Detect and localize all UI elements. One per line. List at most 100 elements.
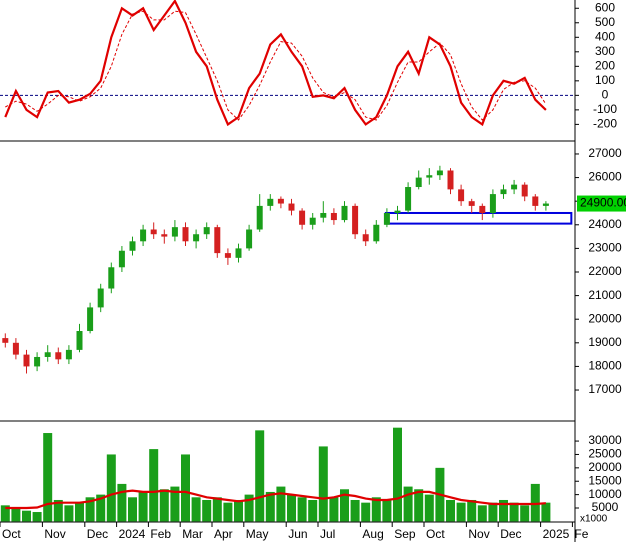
y-tick-label: 30000 — [588, 433, 622, 447]
y-tick-label: 10000 — [588, 487, 622, 501]
volume-bar — [32, 512, 42, 522]
y-tick-label: 300 — [595, 44, 615, 58]
x-tick-label: 2025 — [543, 527, 570, 541]
candle-body — [87, 307, 94, 332]
volume-bar — [191, 497, 201, 522]
volume-bar — [64, 505, 74, 522]
volume-bar — [117, 483, 127, 522]
x-tick-label: Fe — [574, 527, 588, 541]
volume-bar — [244, 494, 254, 522]
volume-bar — [223, 502, 233, 522]
y-tick-label: 5000 — [592, 500, 619, 514]
volume-bar — [297, 497, 307, 522]
x-tick-label: 2024 — [119, 527, 146, 541]
volume-bar — [53, 499, 63, 522]
x-tick-label: Jun — [288, 527, 307, 541]
volume-bar — [477, 505, 487, 522]
volume-bar — [382, 499, 392, 522]
candle-body — [394, 210, 401, 213]
candle-body — [309, 217, 316, 225]
y-tick-label: 24000 — [588, 217, 622, 231]
candle-body — [235, 248, 242, 258]
candle-body — [150, 229, 157, 235]
volume-bar — [159, 489, 169, 522]
volume-bar — [287, 494, 296, 522]
volume-bar — [181, 454, 190, 522]
x-tick-label: Oct — [426, 527, 445, 541]
y-tick-label: 18000 — [588, 359, 622, 373]
volume-bar — [170, 486, 180, 522]
candle-body — [193, 234, 200, 242]
last-price-box — [577, 195, 626, 212]
y-tick-label: 17000 — [588, 382, 622, 396]
candle-body — [108, 267, 115, 289]
candle-body — [405, 187, 412, 211]
x-tick-label: Jul — [320, 527, 335, 541]
x-tick-label: Mar — [182, 527, 203, 541]
volume-bar — [350, 499, 360, 522]
candle-body — [129, 241, 136, 251]
volume-bar — [234, 499, 243, 522]
y-tick-label: -200 — [593, 117, 617, 131]
candle-body — [34, 356, 41, 367]
volume-bar — [43, 433, 53, 522]
candle-body — [23, 354, 30, 367]
volume-bar — [361, 502, 371, 522]
candle-body — [320, 212, 327, 218]
candle-body — [2, 338, 9, 343]
volume-bar — [520, 505, 530, 522]
y-tick-label: 23000 — [588, 241, 622, 255]
y-tick-label: 21000 — [588, 288, 622, 302]
candle-body — [521, 184, 528, 197]
volume-ma-line — [5, 489, 546, 510]
oscillator-line — [4, 0, 547, 127]
candle-body — [55, 352, 62, 360]
volume-bar — [149, 449, 159, 522]
candle-body — [65, 349, 72, 360]
volume-bar — [340, 489, 349, 522]
y-tick-label: 0 — [602, 88, 609, 102]
volume-bar — [541, 502, 551, 522]
y-tick-label: 600 — [595, 0, 615, 14]
candle-body — [511, 184, 518, 190]
y-tick-label: 27000 — [588, 146, 622, 160]
volume-bar — [138, 491, 148, 522]
candle-body — [532, 196, 539, 206]
volume-bar — [530, 483, 540, 522]
x-tick-label: Sep — [394, 527, 416, 541]
volume-bar — [276, 486, 286, 522]
volume-bar — [22, 510, 31, 522]
volume-bar — [265, 491, 275, 522]
volume-bar — [414, 489, 424, 522]
candle-body — [362, 234, 369, 242]
volume-bar — [446, 499, 455, 522]
candle-body — [256, 205, 263, 230]
candle-body — [246, 229, 253, 249]
candle-body — [458, 189, 465, 202]
candle-body — [203, 227, 210, 235]
volume-bar — [96, 494, 106, 522]
candle-body — [288, 203, 295, 211]
volume-bar — [212, 497, 222, 522]
y-tick-label: 22000 — [588, 264, 622, 278]
candle-body — [489, 194, 496, 213]
y-tick-label: 400 — [595, 29, 615, 43]
candle-body — [447, 170, 454, 190]
y-tick-label: 19000 — [588, 335, 622, 349]
candle-body — [267, 198, 274, 206]
y-tick-label: 200 — [595, 58, 615, 72]
candle-body — [373, 224, 380, 242]
oscillator-line — [5, 10, 547, 121]
candle-body — [383, 212, 390, 225]
volume-bar — [106, 454, 116, 522]
volume-bar — [202, 499, 212, 522]
candle-body — [415, 177, 422, 188]
candle-body — [171, 227, 178, 237]
y-tick-label: 100 — [595, 73, 615, 87]
y-tick-label: 20000 — [588, 311, 622, 325]
candle-body — [44, 352, 51, 357]
candle-body — [214, 227, 221, 254]
candle-body — [277, 198, 284, 204]
candle-body — [140, 229, 147, 242]
x-tick-label: Feb — [150, 527, 171, 541]
